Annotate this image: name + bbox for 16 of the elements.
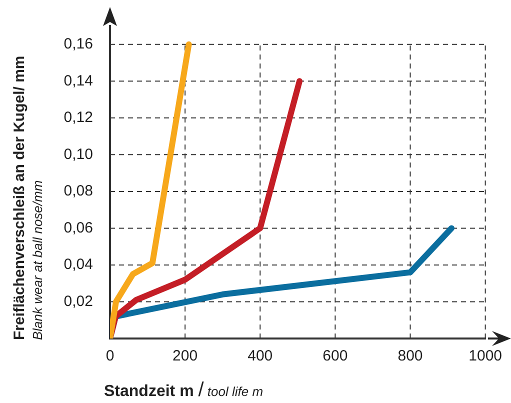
x-tick-label: 800 xyxy=(398,348,423,365)
y-tick-label: 0,04 xyxy=(64,256,93,274)
y-tick-label: 0,08 xyxy=(64,182,93,200)
x-tick-label: 200 xyxy=(172,348,198,365)
x-tick-label: 1000 xyxy=(468,348,502,365)
x-axis-title: Standzeit m / tool life m xyxy=(104,379,264,401)
x-tick-label: 400 xyxy=(248,348,273,365)
y-tick-label: 0,02 xyxy=(64,292,93,310)
y-tick-label: 0,16 xyxy=(64,36,93,53)
x-tick-label: 0 xyxy=(106,348,114,365)
x-tick-label: 600 xyxy=(322,348,348,365)
y-tick-label: 0,10 xyxy=(64,146,93,163)
y-tick-label: 0,12 xyxy=(64,109,93,126)
y-tick-label: 0,06 xyxy=(64,219,93,236)
y-tick-label: 0,14 xyxy=(64,72,93,90)
y-axis-title: Freiflächenverschleiß an der Kugel/ mm Blank wear at ball nose/mm xyxy=(11,56,46,340)
